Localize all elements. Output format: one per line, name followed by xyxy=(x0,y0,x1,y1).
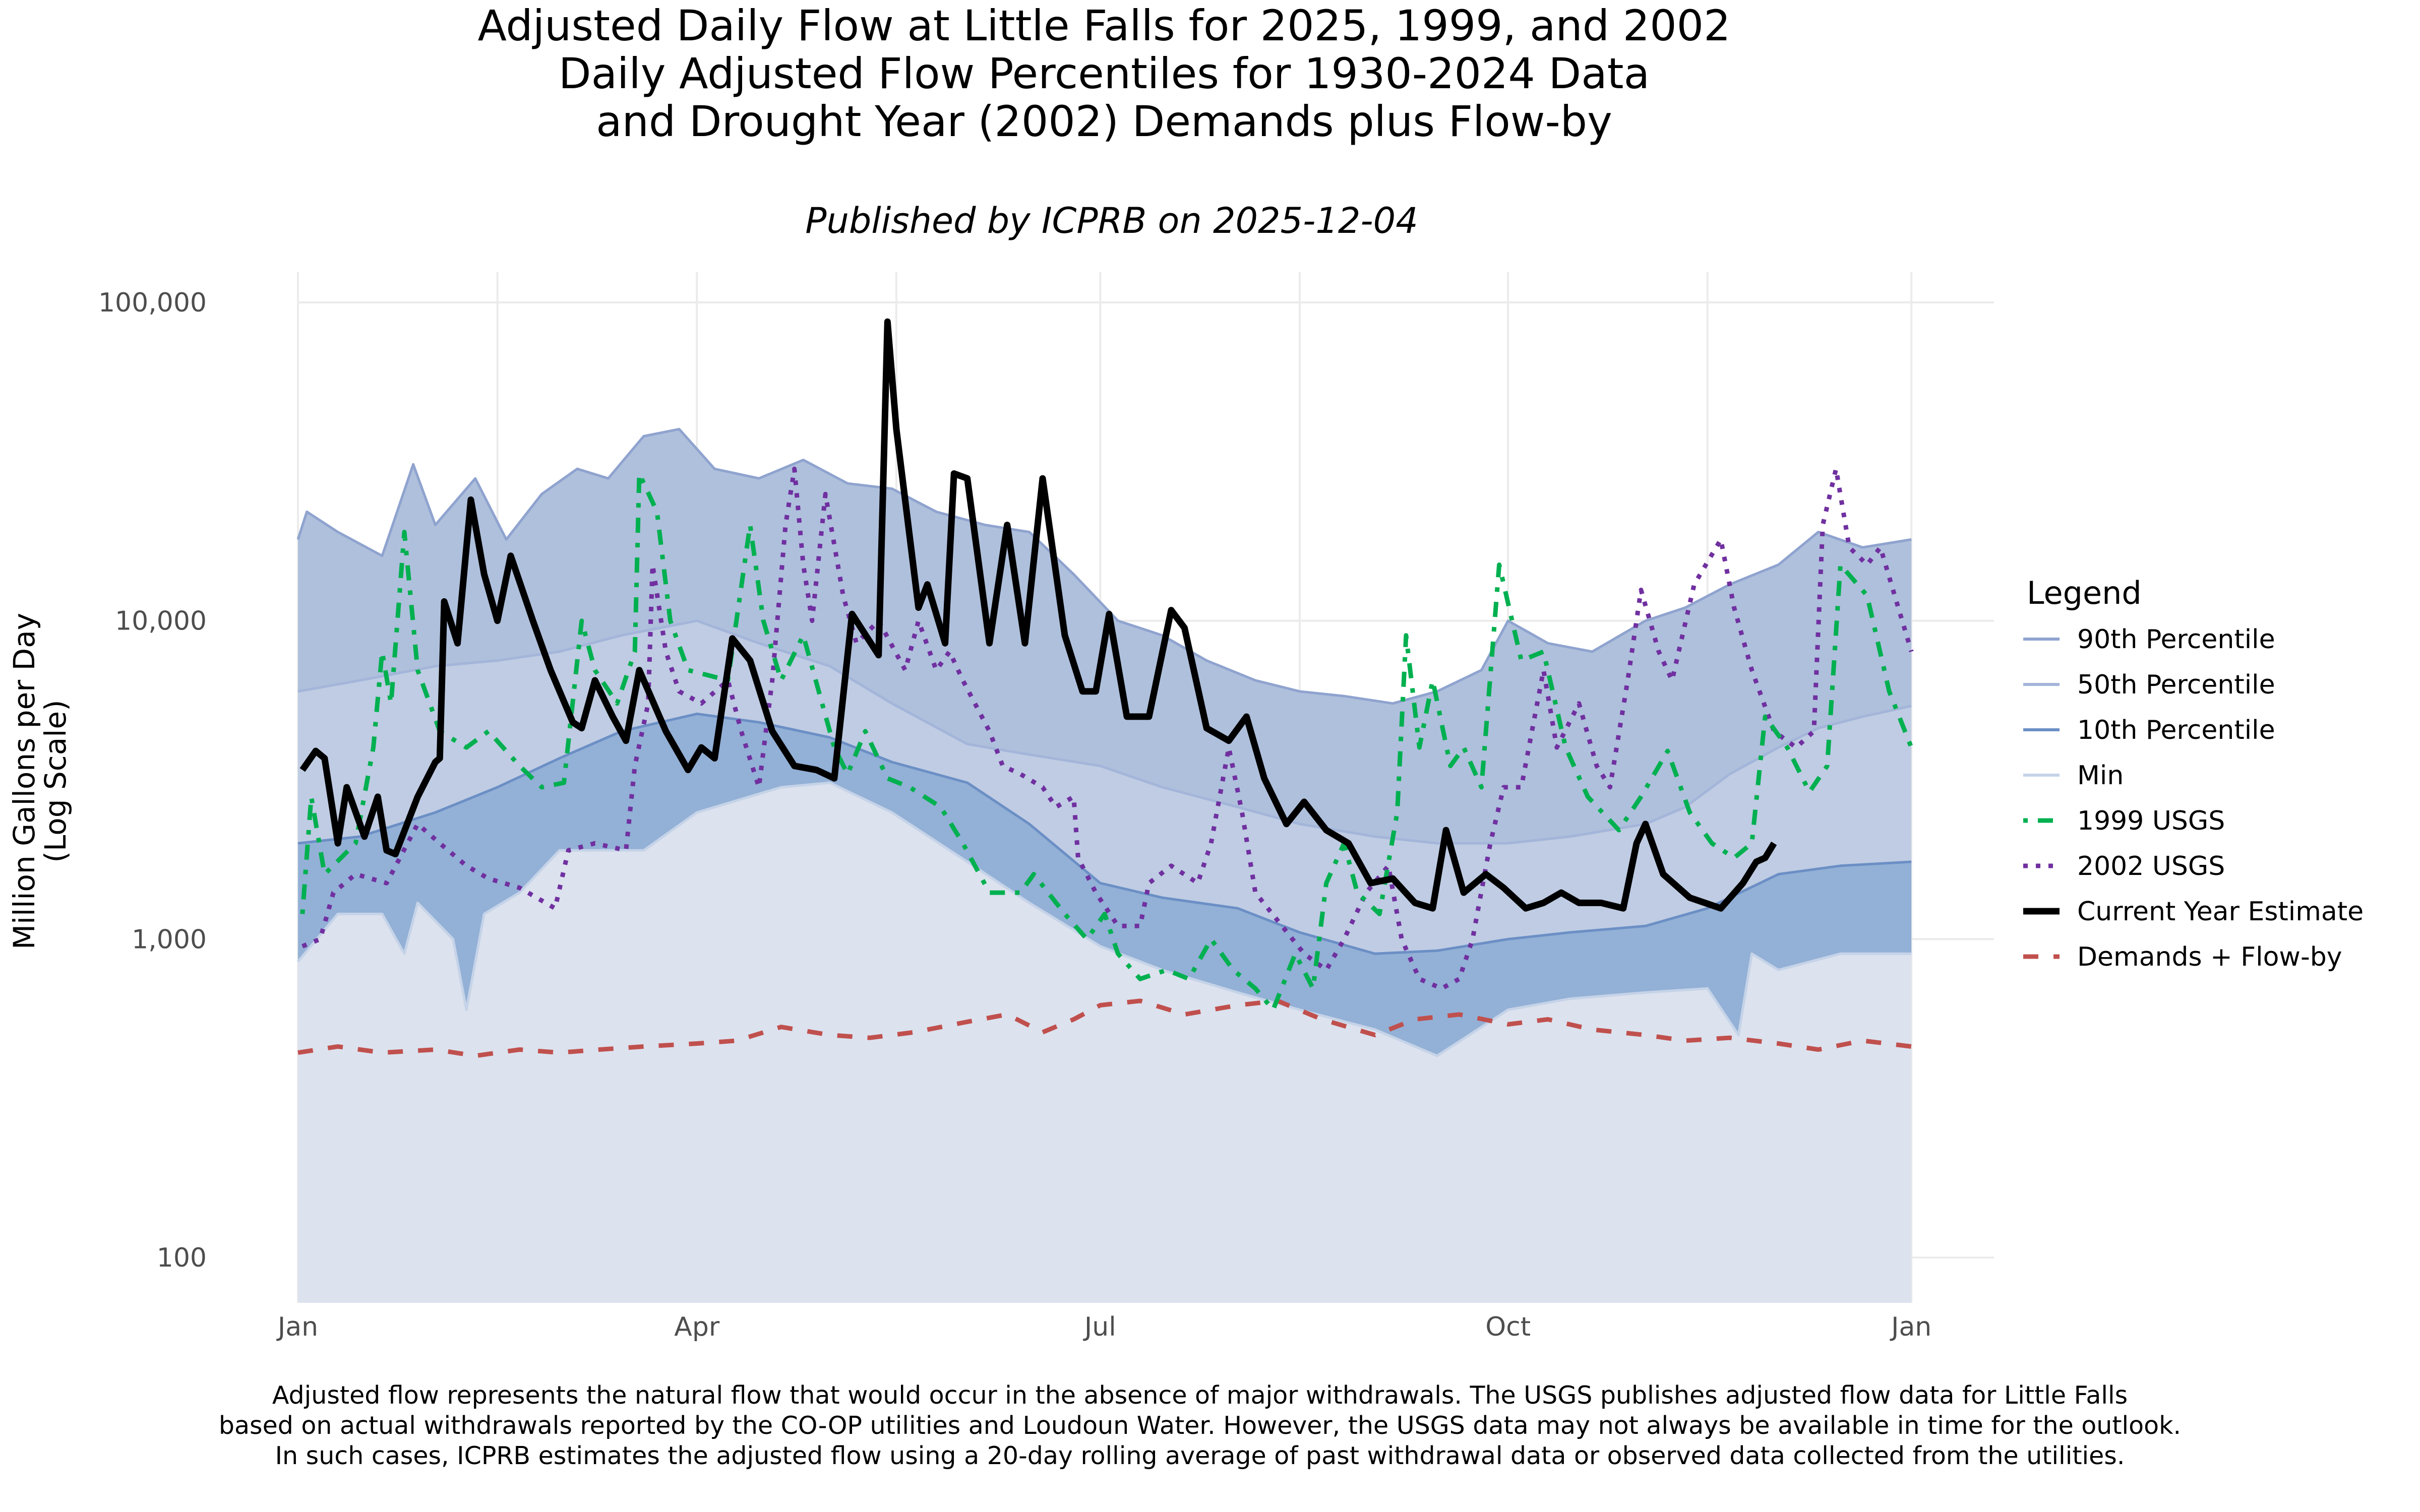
legend-title: Legend xyxy=(2027,575,2142,611)
legend-label: 90th Percentile xyxy=(2077,624,2275,655)
percentile-bands xyxy=(298,429,1912,1303)
y-axis: 100 1,000 10,000 100,000 xyxy=(98,288,207,1273)
footnote-line-2: based on actual withdrawals reported by … xyxy=(219,1411,2181,1440)
y-tick-label: 10,000 xyxy=(115,606,207,637)
y-tick-label: 1,000 xyxy=(132,924,207,955)
series-line-demands-flow-by xyxy=(297,998,1912,1058)
y-axis-label-line-1: Million Gallons per Day xyxy=(7,613,41,950)
legend-label: 2002 USGS xyxy=(2077,851,2225,881)
band-below-min xyxy=(298,783,1912,1303)
x-tick-label: Oct xyxy=(1485,1312,1531,1342)
footnote-line-3: In such cases, ICPRB estimates the adjus… xyxy=(275,1441,2125,1470)
legend: Legend 90th Percentile 50th Percentile 10t… xyxy=(2023,575,2364,972)
legend-label: 1999 USGS xyxy=(2077,806,2225,836)
chart-title-line-1: Adjusted Daily Flow at Little Falls for … xyxy=(477,1,1730,50)
series-line-2002-usgs xyxy=(301,466,1914,991)
chart-subtitle: Published by ICPRB on 2025-12-04 xyxy=(805,200,1418,241)
legend-label: Demands + Flow-by xyxy=(2077,942,2342,972)
series-line-min xyxy=(297,781,1912,1057)
y-axis-label: Million Gallons per Day (Log Scale) xyxy=(7,613,73,950)
legend-label: 10th Percentile xyxy=(2077,715,2275,745)
x-tick-label: Jan xyxy=(1890,1312,1931,1342)
legend-label: 50th Percentile xyxy=(2077,670,2275,700)
legend-label: Min xyxy=(2077,761,2124,791)
x-tick-label: Jan xyxy=(276,1312,318,1342)
chart-title-line-2: Daily Adjusted Flow Percentiles for 1930… xyxy=(559,49,1650,98)
x-tick-label: Apr xyxy=(674,1312,720,1342)
legend-label: Current Year Estimate xyxy=(2077,897,2364,927)
y-tick-label: 100,000 xyxy=(98,288,207,318)
y-tick-label: 100 xyxy=(157,1243,207,1273)
footnote-line-1: Adjusted flow represents the natural flo… xyxy=(272,1381,2128,1410)
series-line-current-year-estimate xyxy=(299,318,1777,912)
x-tick-label: Jul xyxy=(1083,1312,1116,1342)
series-line-90th-percentile xyxy=(296,427,1912,705)
series-lines xyxy=(296,318,1914,1058)
chart-title-line-3: and Drought Year (2002) Demands plus Flo… xyxy=(596,97,1612,146)
y-axis-label-line-2: (Log Scale) xyxy=(38,700,73,862)
series-line-10th-percentile xyxy=(297,712,1912,955)
x-axis: Jan Apr Jul Oct Jan xyxy=(276,1312,1931,1342)
